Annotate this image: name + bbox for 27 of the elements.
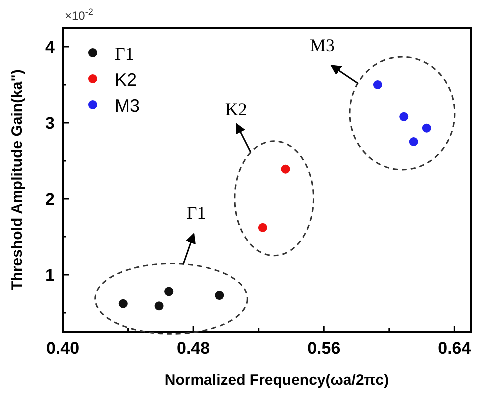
x-tick-label: 0.48	[177, 339, 210, 358]
text: ×10$^{-2}$	[65, 7, 94, 23]
annotation: M3	[310, 36, 335, 56]
legend-label: K2	[115, 70, 138, 90]
point	[164, 287, 174, 296]
point	[118, 299, 128, 308]
y-tick-label: 4	[46, 38, 56, 57]
point	[422, 124, 432, 133]
point	[258, 223, 268, 232]
point	[409, 138, 418, 146]
point	[154, 302, 164, 311]
y-tick-label: 1	[46, 266, 55, 285]
legend-label: Γ1	[115, 44, 134, 64]
annotation: Γ1	[186, 202, 206, 223]
point	[400, 112, 409, 122]
point	[373, 80, 382, 90]
point	[215, 291, 224, 300]
legend-label: M3	[115, 96, 140, 116]
x-tick-label: 0.64	[438, 339, 472, 358]
x-axis-title: Normalized Frequency(ωa/2πc)	[164, 372, 390, 389]
annotation: K2	[225, 100, 248, 120]
x-tick-label: 0.56	[308, 339, 341, 358]
y-tick-label: 3	[46, 114, 55, 133]
x-tick-label: 0.40	[46, 339, 80, 358]
y-axis-title: Threshold Amplitude Gain(ka")	[9, 70, 26, 290]
point	[281, 164, 290, 174]
y-tick-label: 2	[46, 190, 55, 209]
